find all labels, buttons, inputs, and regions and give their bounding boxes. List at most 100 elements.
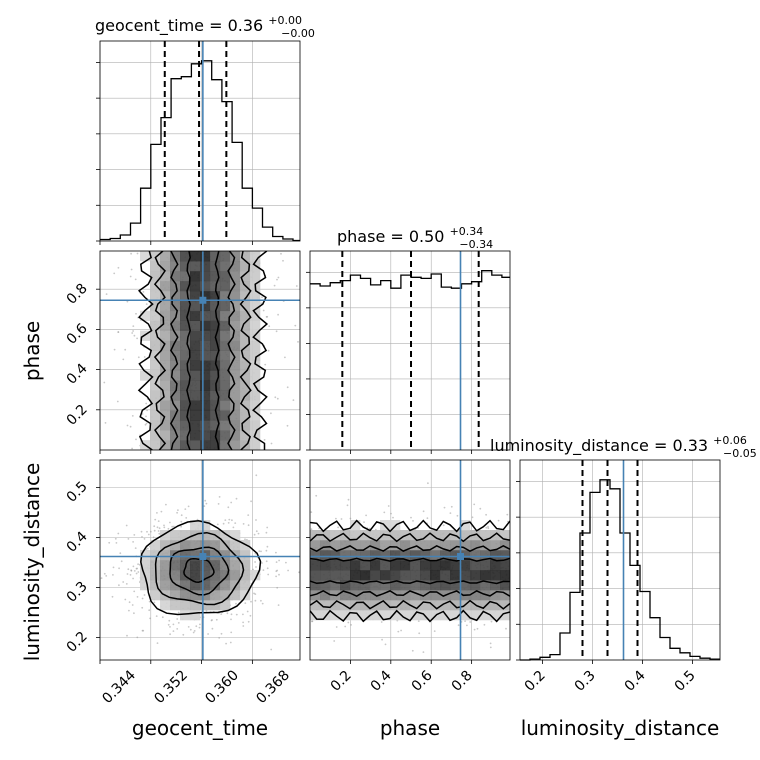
- density-cell: [170, 280, 181, 292]
- density-cell: [160, 290, 171, 302]
- density-cell: [210, 540, 221, 551]
- scatter-point: [128, 601, 131, 604]
- density-cell: [170, 300, 181, 312]
- scatter-point: [100, 577, 103, 579]
- x-tick-label: 0.4: [622, 668, 649, 695]
- panel-frame: [309, 250, 511, 451]
- contour-lines: [140, 520, 262, 616]
- panel-phase-hist: phase = 0.50 +0.34 −0.34: [306, 225, 511, 454]
- scatter-point: [234, 522, 237, 524]
- density-cell: [170, 540, 181, 551]
- scatter-point: [148, 600, 151, 603]
- density-cell: [430, 570, 441, 581]
- density-cell: [340, 580, 351, 591]
- density-cell: [430, 580, 441, 591]
- density-cell: [410, 540, 421, 551]
- density-cell: [200, 410, 211, 421]
- scatter-point: [417, 620, 420, 622]
- density-cell: [240, 290, 251, 302]
- density-cell: [230, 410, 241, 421]
- scatter-point: [250, 600, 252, 603]
- x-axis-label-phase: phase: [380, 716, 440, 740]
- scatter-point: [275, 575, 277, 578]
- density-cell: [170, 320, 181, 331]
- scatter-point: [276, 569, 279, 572]
- density-cell: [490, 560, 501, 571]
- density-cell: [190, 360, 201, 371]
- scatter-point: [172, 623, 175, 626]
- density-cell: [220, 251, 231, 262]
- scatter-point: [267, 349, 270, 352]
- density-cell: [440, 580, 451, 591]
- density-cell: [150, 580, 161, 591]
- density-cell: [180, 600, 191, 611]
- density-cell: [150, 350, 161, 361]
- scatter-point: [157, 520, 160, 522]
- density-cell: [150, 400, 161, 411]
- scatter-point: [505, 627, 507, 630]
- density-cell: [190, 320, 201, 331]
- truth-marker: [199, 296, 207, 304]
- scatter-point: [247, 620, 250, 623]
- scatter-point: [266, 545, 269, 548]
- density-cell: [250, 290, 261, 302]
- density-cell: [210, 310, 221, 321]
- scatter-point: [103, 572, 106, 575]
- density-cell: [360, 550, 371, 561]
- scatter-point: [218, 637, 221, 639]
- density-cell: [220, 560, 231, 571]
- scatter-point: [278, 559, 280, 562]
- scatter-point: [483, 623, 486, 626]
- contour-line: [310, 599, 510, 610]
- density-cell: [330, 530, 341, 541]
- density-cell: [330, 550, 341, 561]
- scatter-point: [497, 519, 500, 522]
- scatter-point: [143, 594, 146, 596]
- scatter-point: [226, 612, 229, 615]
- histogram-step: [310, 270, 510, 289]
- scatter-point: [132, 565, 135, 568]
- contour-line: [153, 251, 167, 450]
- panel-frame: [99, 250, 301, 451]
- density-cell: [220, 570, 231, 581]
- density-cell: [170, 261, 181, 272]
- density-cell: [210, 410, 221, 421]
- scatter-point: [176, 511, 179, 514]
- density-cell: [150, 430, 161, 441]
- density-cell: [390, 560, 401, 571]
- scatter-point: [156, 642, 159, 644]
- scatter-point: [216, 523, 219, 526]
- scatter-point: [135, 312, 137, 315]
- density-cell: [460, 550, 471, 561]
- scatter-point: [176, 618, 179, 620]
- density-cell: [160, 340, 171, 351]
- scatter-point: [267, 573, 270, 576]
- density-cell: [160, 390, 171, 401]
- density-cell: [250, 340, 261, 351]
- density-cell: [250, 251, 261, 262]
- contour-line: [154, 531, 245, 606]
- density-cell: [170, 310, 181, 321]
- density-cell: [190, 550, 201, 561]
- scatter-point: [464, 620, 466, 622]
- scatter-point: [132, 577, 135, 580]
- scatter-point: [335, 517, 337, 520]
- scatter-point: [285, 561, 287, 564]
- density-cell: [230, 360, 241, 371]
- title-luminosity-distance: luminosity_distance = 0.33 +0.06 −0.05: [490, 429, 757, 460]
- scatter-point: [180, 525, 183, 528]
- scatter-point: [235, 613, 238, 616]
- contour-line: [186, 251, 192, 450]
- density-cell: [220, 261, 231, 272]
- density-cell: [200, 580, 211, 591]
- scatter-point: [227, 522, 230, 524]
- scatter-point: [136, 596, 139, 598]
- density-cell: [380, 610, 391, 621]
- scatter-point: [180, 514, 183, 517]
- density-cell: [420, 580, 431, 591]
- scatter-point: [85, 627, 87, 629]
- density-cell: [370, 560, 381, 571]
- density-cell: [360, 560, 371, 571]
- scatter-point: [144, 423, 147, 426]
